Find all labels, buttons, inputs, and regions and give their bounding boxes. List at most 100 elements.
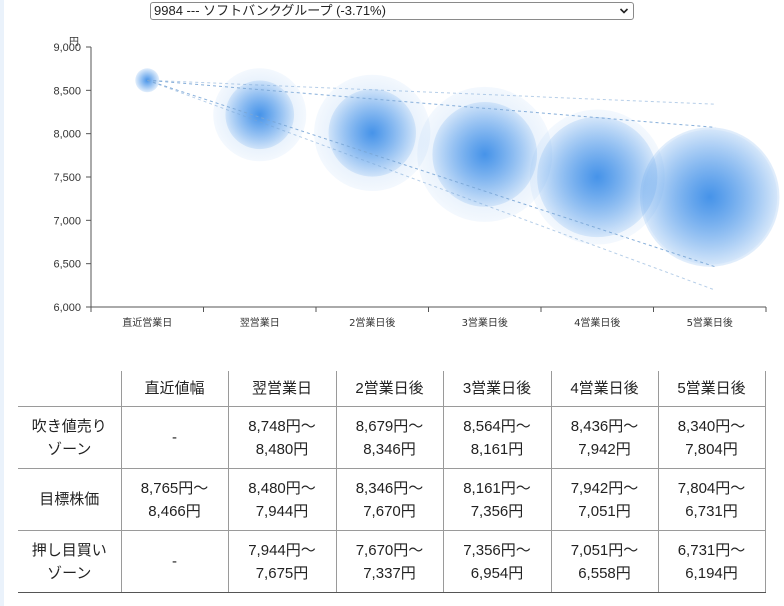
cell-line: 7,337円 bbox=[363, 564, 416, 582]
cell-line: 8,466円 bbox=[148, 502, 201, 520]
cell-line: 吹き値売り bbox=[31, 417, 107, 435]
table-cell: 8,679円〜 8,346円 bbox=[335, 406, 444, 469]
cell-line: 8,480円〜 bbox=[248, 479, 316, 497]
table-row-label: 吹き値売り ゾーン bbox=[18, 406, 122, 469]
guide-line-outer-high bbox=[147, 79, 716, 105]
table-header-cell: 3営業日後 bbox=[442, 371, 552, 407]
table-cell: 6,731円〜 6,194円 bbox=[657, 530, 766, 593]
table-cell: 7,670円〜 7,337円 bbox=[335, 530, 444, 593]
table-cell: 8,161円〜 7,356円 bbox=[442, 468, 552, 531]
y-tick-label: 6,500 bbox=[53, 259, 81, 271]
table-row: 吹き値売りゾーン - 8,748円〜 8,480円 8,679円〜 8,346円 8,564… bbox=[18, 406, 766, 469]
cell-line: 7,944円 bbox=[255, 502, 309, 520]
cell-line: 押し目買い bbox=[31, 541, 107, 559]
cell-line: 8,765円〜 bbox=[140, 479, 209, 497]
cell-line: 7,356円〜 bbox=[463, 541, 531, 559]
cell-line: 8,564円〜 bbox=[463, 417, 531, 435]
table-cell: 7,944円〜 7,675円 bbox=[227, 530, 337, 593]
x-tick-label: 翌営業日 bbox=[240, 316, 280, 329]
cell-line: 7,675円 bbox=[255, 564, 309, 582]
table-header-cell: 5営業日後 bbox=[657, 371, 766, 407]
cell-line: ゾーン bbox=[47, 440, 92, 458]
table-cell: - bbox=[120, 406, 229, 469]
table-cell: 8,480円〜 7,944円 bbox=[227, 468, 337, 531]
y-tick-label: 8,000 bbox=[53, 129, 81, 141]
table-cell: 8,340円〜 7,804円 bbox=[657, 406, 766, 469]
table-header-cell: 2営業日後 bbox=[335, 371, 444, 407]
table-header-row: 直近値幅 翌営業日 2営業日後 3営業日後 4営業日後 5営業日後 bbox=[18, 371, 766, 407]
cell-line: 8,340円〜 bbox=[677, 417, 746, 435]
table-cell: 7,356円〜 6,954円 bbox=[442, 530, 552, 593]
guide-line-inner-high bbox=[147, 79, 716, 128]
table-cell: 8,346円〜 7,670円 bbox=[335, 468, 444, 531]
stock-select-label: 9984 --- ソフトバンクグループ (-3.71%) bbox=[154, 3, 386, 18]
cell-line: 6,558円 bbox=[578, 564, 631, 582]
cell-line: 7,942円〜 bbox=[570, 479, 639, 497]
cell-line: 7,356円 bbox=[470, 502, 524, 520]
forecast-chart: 9,000 8,500 8,000 7,500 7,000 6,500 6,000 円直近営業… bbox=[53, 37, 780, 329]
cell-line: 8,161円〜 bbox=[463, 479, 531, 497]
cell-line: - bbox=[172, 429, 177, 446]
x-tick-label: 4営業日後 bbox=[574, 316, 620, 329]
cell-line: 6,194円 bbox=[685, 564, 738, 582]
core-bubble bbox=[537, 116, 658, 238]
y-tick-label: 7,000 bbox=[53, 215, 81, 227]
table-row-label: 目標株価 bbox=[18, 468, 122, 531]
y-axis-unit-label: 円 bbox=[69, 37, 79, 48]
cell-line: 8,436円〜 bbox=[570, 417, 639, 435]
table-cell: 8,436円〜 7,942円 bbox=[550, 406, 659, 469]
cell-line: ゾーン bbox=[47, 564, 92, 582]
cell-line: 8,748円〜 bbox=[248, 417, 316, 435]
cell-line: 7,051円 bbox=[578, 502, 631, 520]
chevron-down-icon bbox=[619, 8, 629, 14]
core-bubble bbox=[640, 127, 780, 267]
cell-line: 8,346円 bbox=[363, 440, 416, 458]
y-tick-label: 8,500 bbox=[53, 85, 81, 97]
cell-line: 7,942円 bbox=[578, 440, 631, 458]
table-header-cell: 4営業日後 bbox=[550, 371, 659, 407]
x-tick-label: 直近営業日 bbox=[122, 316, 172, 329]
cell-line: 7,670円〜 bbox=[355, 541, 424, 559]
core-bubble bbox=[328, 89, 416, 177]
cell-line: 目標株価 bbox=[39, 491, 100, 508]
table-corner-cell bbox=[18, 371, 122, 407]
y-tick-label: 6,000 bbox=[53, 302, 81, 314]
table-cell: 7,051円〜 6,558円 bbox=[550, 530, 659, 593]
table-header-cell: 直近値幅 bbox=[120, 371, 229, 407]
table-cell: - bbox=[120, 530, 229, 593]
x-tick-label: 3営業日後 bbox=[462, 316, 508, 329]
page-left-edge bbox=[0, 0, 4, 606]
table-cell: 7,804円〜 6,731円 bbox=[657, 468, 766, 531]
cell-line: 7,804円〜 bbox=[677, 479, 746, 497]
cell-line: 6,954円 bbox=[470, 564, 524, 582]
table-cell: 8,765円〜 8,466円 bbox=[120, 468, 229, 531]
table-row: 目標株価 8,765円〜 8,466円 8,480円〜 7,944円 8,346円〜 7,6… bbox=[18, 468, 766, 531]
cell-line: 8,679円〜 bbox=[355, 417, 424, 435]
table-header-cell: 翌営業日 bbox=[227, 371, 337, 407]
stock-select[interactable]: 9984 --- ソフトバンクグループ (-3.71%) bbox=[150, 2, 634, 20]
y-tick-label: 9,000 bbox=[53, 42, 81, 54]
core-bubble bbox=[225, 80, 295, 150]
x-tick-label: 5営業日後 bbox=[687, 316, 733, 329]
y-tick-label: 7,500 bbox=[53, 172, 81, 184]
cell-line: 7,051円〜 bbox=[570, 541, 639, 559]
cell-line: 7,944円〜 bbox=[248, 541, 316, 559]
cell-line: - bbox=[172, 553, 177, 570]
table-row-label: 押し目買い ゾーン bbox=[18, 530, 122, 593]
table-cell: 7,942円〜 7,051円 bbox=[550, 468, 659, 531]
cell-line: 7,804円 bbox=[685, 440, 738, 458]
core-bubble bbox=[432, 102, 538, 207]
table-cell: 8,564円〜 8,161円 bbox=[442, 406, 552, 469]
cell-line: 8,346円〜 bbox=[355, 479, 424, 497]
cell-line: 6,731円 bbox=[685, 502, 738, 520]
table-row: 押し目買いゾーン - 7,944円〜 7,675円 7,670円〜 7,337円 7,356… bbox=[18, 530, 766, 593]
cell-line: 7,670円 bbox=[363, 502, 416, 520]
cell-line: 8,480円 bbox=[255, 440, 309, 458]
table-cell: 8,748円〜 8,480円 bbox=[227, 406, 337, 469]
guide-line-inner-low bbox=[147, 79, 716, 268]
x-tick-label: 2営業日後 bbox=[349, 316, 395, 329]
cell-line: 8,161円 bbox=[470, 440, 524, 458]
cell-line: 6,731円〜 bbox=[677, 541, 746, 559]
guide-line-outer-low bbox=[147, 79, 716, 291]
forecast-table: 直近値幅 翌営業日 2営業日後 3営業日後 4営業日後 5営業日後吹き値売りゾーン - 8,7… bbox=[18, 371, 766, 593]
